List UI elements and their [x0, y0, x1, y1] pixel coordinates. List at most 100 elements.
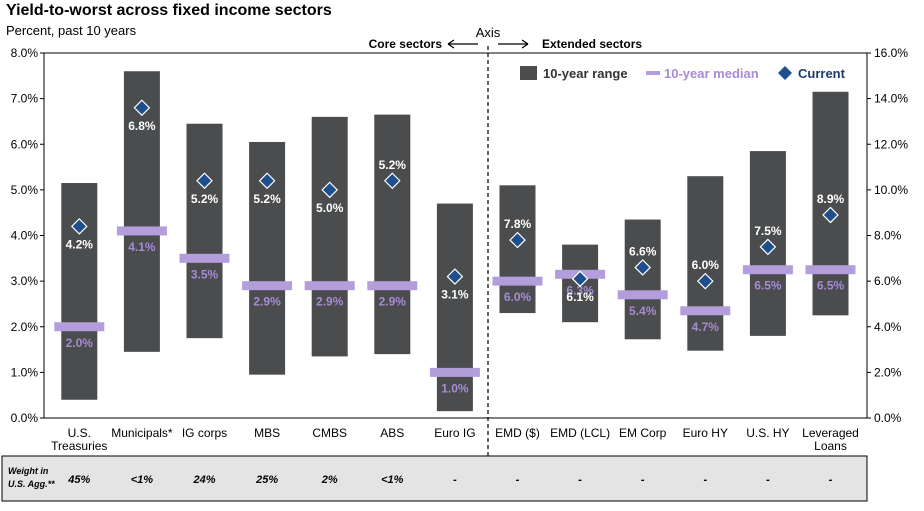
weight-table-header-line1: Weight in	[8, 466, 49, 476]
extended-sectors-label: Extended sectors	[542, 37, 642, 51]
median-label: 1.0%	[441, 381, 469, 395]
sector-9: 5.4% 6.6% EM Corp -	[617, 219, 668, 486]
axis-divider: Axis Core sectors Extended sectors	[369, 25, 642, 456]
right-axis-tick-label: 6.0%	[874, 274, 902, 288]
sector-10: 4.7% 6.0% Euro HY -	[680, 176, 731, 486]
left-axis-tick-label: 3.0%	[11, 274, 39, 288]
weight-table: Weight in U.S. Agg.**	[1, 455, 868, 502]
category-label: Municipals*	[111, 426, 173, 440]
sector-2: 3.5% 5.2% IG corps 24%	[179, 123, 230, 486]
right-axis: 0.0% 2.0% 4.0% 6.0% 8.0% 10.0% 12.0% 14.0% 16.0%	[867, 46, 908, 425]
median-marker	[805, 265, 856, 275]
current-label: 7.5%	[754, 224, 782, 238]
range-bars: 2.0% 4.2% U.S.Treasuries 45% 4.1% 6.8% Municip…	[51, 71, 859, 486]
range-bar	[812, 91, 849, 316]
left-axis-tick-label: 1.0%	[11, 365, 39, 379]
chart-title: Yield-to-worst across fixed income secto…	[6, 2, 332, 19]
weight-value: 45%	[67, 474, 90, 486]
median-label: 2.9%	[316, 295, 344, 309]
weight-value: <1%	[381, 474, 404, 486]
weight-value: -	[516, 474, 520, 486]
category-label: EMD ($)	[495, 426, 540, 440]
right-axis-tick-label: 14.0%	[874, 92, 908, 106]
current-label: 6.0%	[692, 258, 720, 272]
current-label: 7.8%	[504, 217, 532, 231]
range-bar	[374, 114, 411, 355]
category-label: Euro IG	[434, 426, 475, 440]
current-label: 5.2%	[191, 192, 219, 206]
median-label: 2.9%	[379, 295, 407, 309]
right-arrow-icon	[498, 39, 529, 49]
current-marker	[571, 270, 589, 288]
sector-0: 2.0% 4.2% U.S.Treasuries 45%	[51, 183, 107, 486]
range-bar	[61, 183, 98, 400]
median-marker	[242, 281, 293, 291]
left-axis-tick-label: 8.0%	[11, 46, 39, 60]
current-label: 5.0%	[316, 201, 344, 215]
current-marker	[634, 259, 652, 276]
sector-11: 6.5% 7.5% U.S. HY -	[742, 151, 793, 486]
right-axis-tick-label: 12.0%	[874, 137, 908, 151]
median-label: 5.4%	[629, 304, 657, 318]
right-axis-tick-label: 4.0%	[874, 320, 902, 334]
range-bar	[123, 71, 160, 352]
median-label: 2.9%	[253, 295, 281, 309]
range-bar	[499, 185, 536, 314]
legend-range-swatch	[520, 66, 537, 80]
current-marker	[70, 218, 88, 235]
legend-range-label: 10-year range	[543, 66, 628, 81]
sector-1: 4.1% 6.8% Municipals* <1%	[111, 71, 173, 486]
median-label: 2.0%	[66, 336, 94, 350]
median-marker	[304, 281, 355, 291]
current-label: 6.1%	[566, 290, 594, 304]
range-bar	[624, 219, 661, 340]
median-marker	[680, 306, 731, 316]
left-arrow-icon	[447, 39, 478, 49]
current-label: 5.2%	[379, 158, 407, 172]
median-label: 6.5%	[817, 279, 845, 293]
median-label: 6.0%	[504, 290, 532, 304]
weight-value: -	[578, 474, 582, 486]
right-axis-tick-label: 0.0%	[874, 411, 902, 425]
median-marker	[742, 265, 793, 275]
category-label: Treasuries	[51, 439, 107, 453]
left-axis-tick-label: 0.0%	[11, 411, 39, 425]
weight-value: -	[766, 474, 770, 486]
core-sectors-label: Core sectors	[369, 37, 443, 51]
right-axis-tick-label: 10.0%	[874, 183, 908, 197]
sector-5: 2.9% 5.2% ABS <1%	[367, 114, 418, 486]
current-marker	[196, 172, 213, 190]
median-marker	[54, 322, 105, 332]
left-axis-tick-label: 6.0%	[11, 137, 39, 151]
current-marker	[696, 272, 714, 290]
category-label: U.S.	[68, 426, 91, 440]
left-axis-tick-label: 4.0%	[11, 229, 39, 243]
median-label: 3.5%	[191, 267, 219, 281]
weight-value: 2%	[321, 474, 338, 486]
median-marker	[116, 226, 167, 236]
current-label: 6.8%	[128, 119, 156, 133]
sector-7: 6.0% 7.8% EMD ($) -	[492, 185, 543, 486]
sector-3: 2.9% 5.2% MBS 25%	[242, 141, 293, 486]
median-label: 6.3%	[566, 283, 594, 297]
weight-table-header-line2: U.S. Agg.**	[8, 479, 55, 489]
left-axis-tick-label: 2.0%	[11, 320, 39, 334]
sector-4: 2.9% 5.0% CMBS 2%	[304, 116, 355, 486]
range-bar	[186, 123, 223, 339]
current-label: 5.2%	[253, 192, 281, 206]
current-marker	[446, 268, 464, 285]
left-axis-tick-label: 7.0%	[11, 92, 39, 106]
right-axis-tick-label: 2.0%	[874, 365, 902, 379]
legend-median-swatch	[646, 71, 660, 75]
category-label: ABS	[380, 426, 404, 440]
median-marker	[617, 290, 668, 300]
current-marker	[321, 181, 339, 199]
legend-median-label: 10-year median	[664, 66, 759, 81]
current-marker	[509, 231, 526, 249]
category-label: Leveraged	[802, 426, 859, 440]
weight-table-background	[1, 455, 868, 502]
current-marker	[383, 172, 401, 190]
weight-value: -	[829, 474, 833, 486]
